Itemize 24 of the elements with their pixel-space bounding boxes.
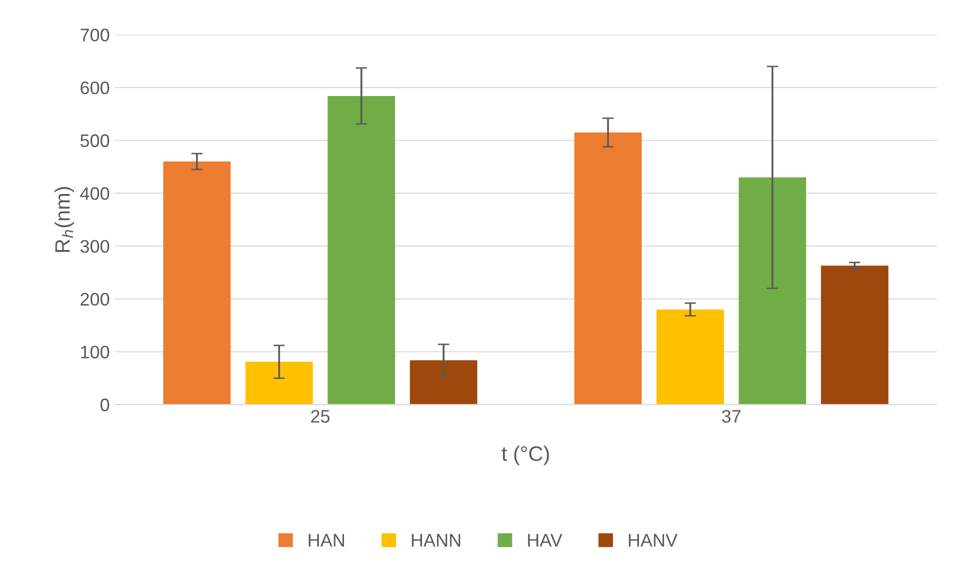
bar	[163, 162, 231, 405]
legend-label: HANN	[412, 534, 460, 546]
legend-label: HAN	[308, 534, 344, 546]
x-tick-label: 37	[722, 410, 740, 423]
bar	[820, 266, 888, 405]
bar	[245, 362, 313, 405]
y-tick-label: 600	[80, 81, 110, 94]
y-axis-title: R$_{h}$(nm)	[54, 187, 74, 252]
y-tick-label: 300	[80, 240, 110, 253]
bar	[328, 96, 396, 405]
x-tick-label: 25	[311, 410, 330, 423]
y-tick-label: 700	[80, 28, 110, 42]
y-tick-label: 400	[80, 187, 110, 200]
y-tick-label: 200	[80, 292, 110, 306]
y-tick-label: 0	[100, 398, 110, 412]
bar	[410, 360, 478, 405]
bar	[574, 132, 642, 405]
bar	[656, 309, 724, 405]
x-axis-title: t (°C)	[502, 446, 549, 466]
bar	[738, 177, 806, 405]
y-tick-label: 100	[81, 346, 110, 358]
legend-label: HANV	[628, 534, 678, 546]
y-tick-label: 500	[80, 134, 110, 148]
legend-label: HAV	[528, 534, 562, 546]
